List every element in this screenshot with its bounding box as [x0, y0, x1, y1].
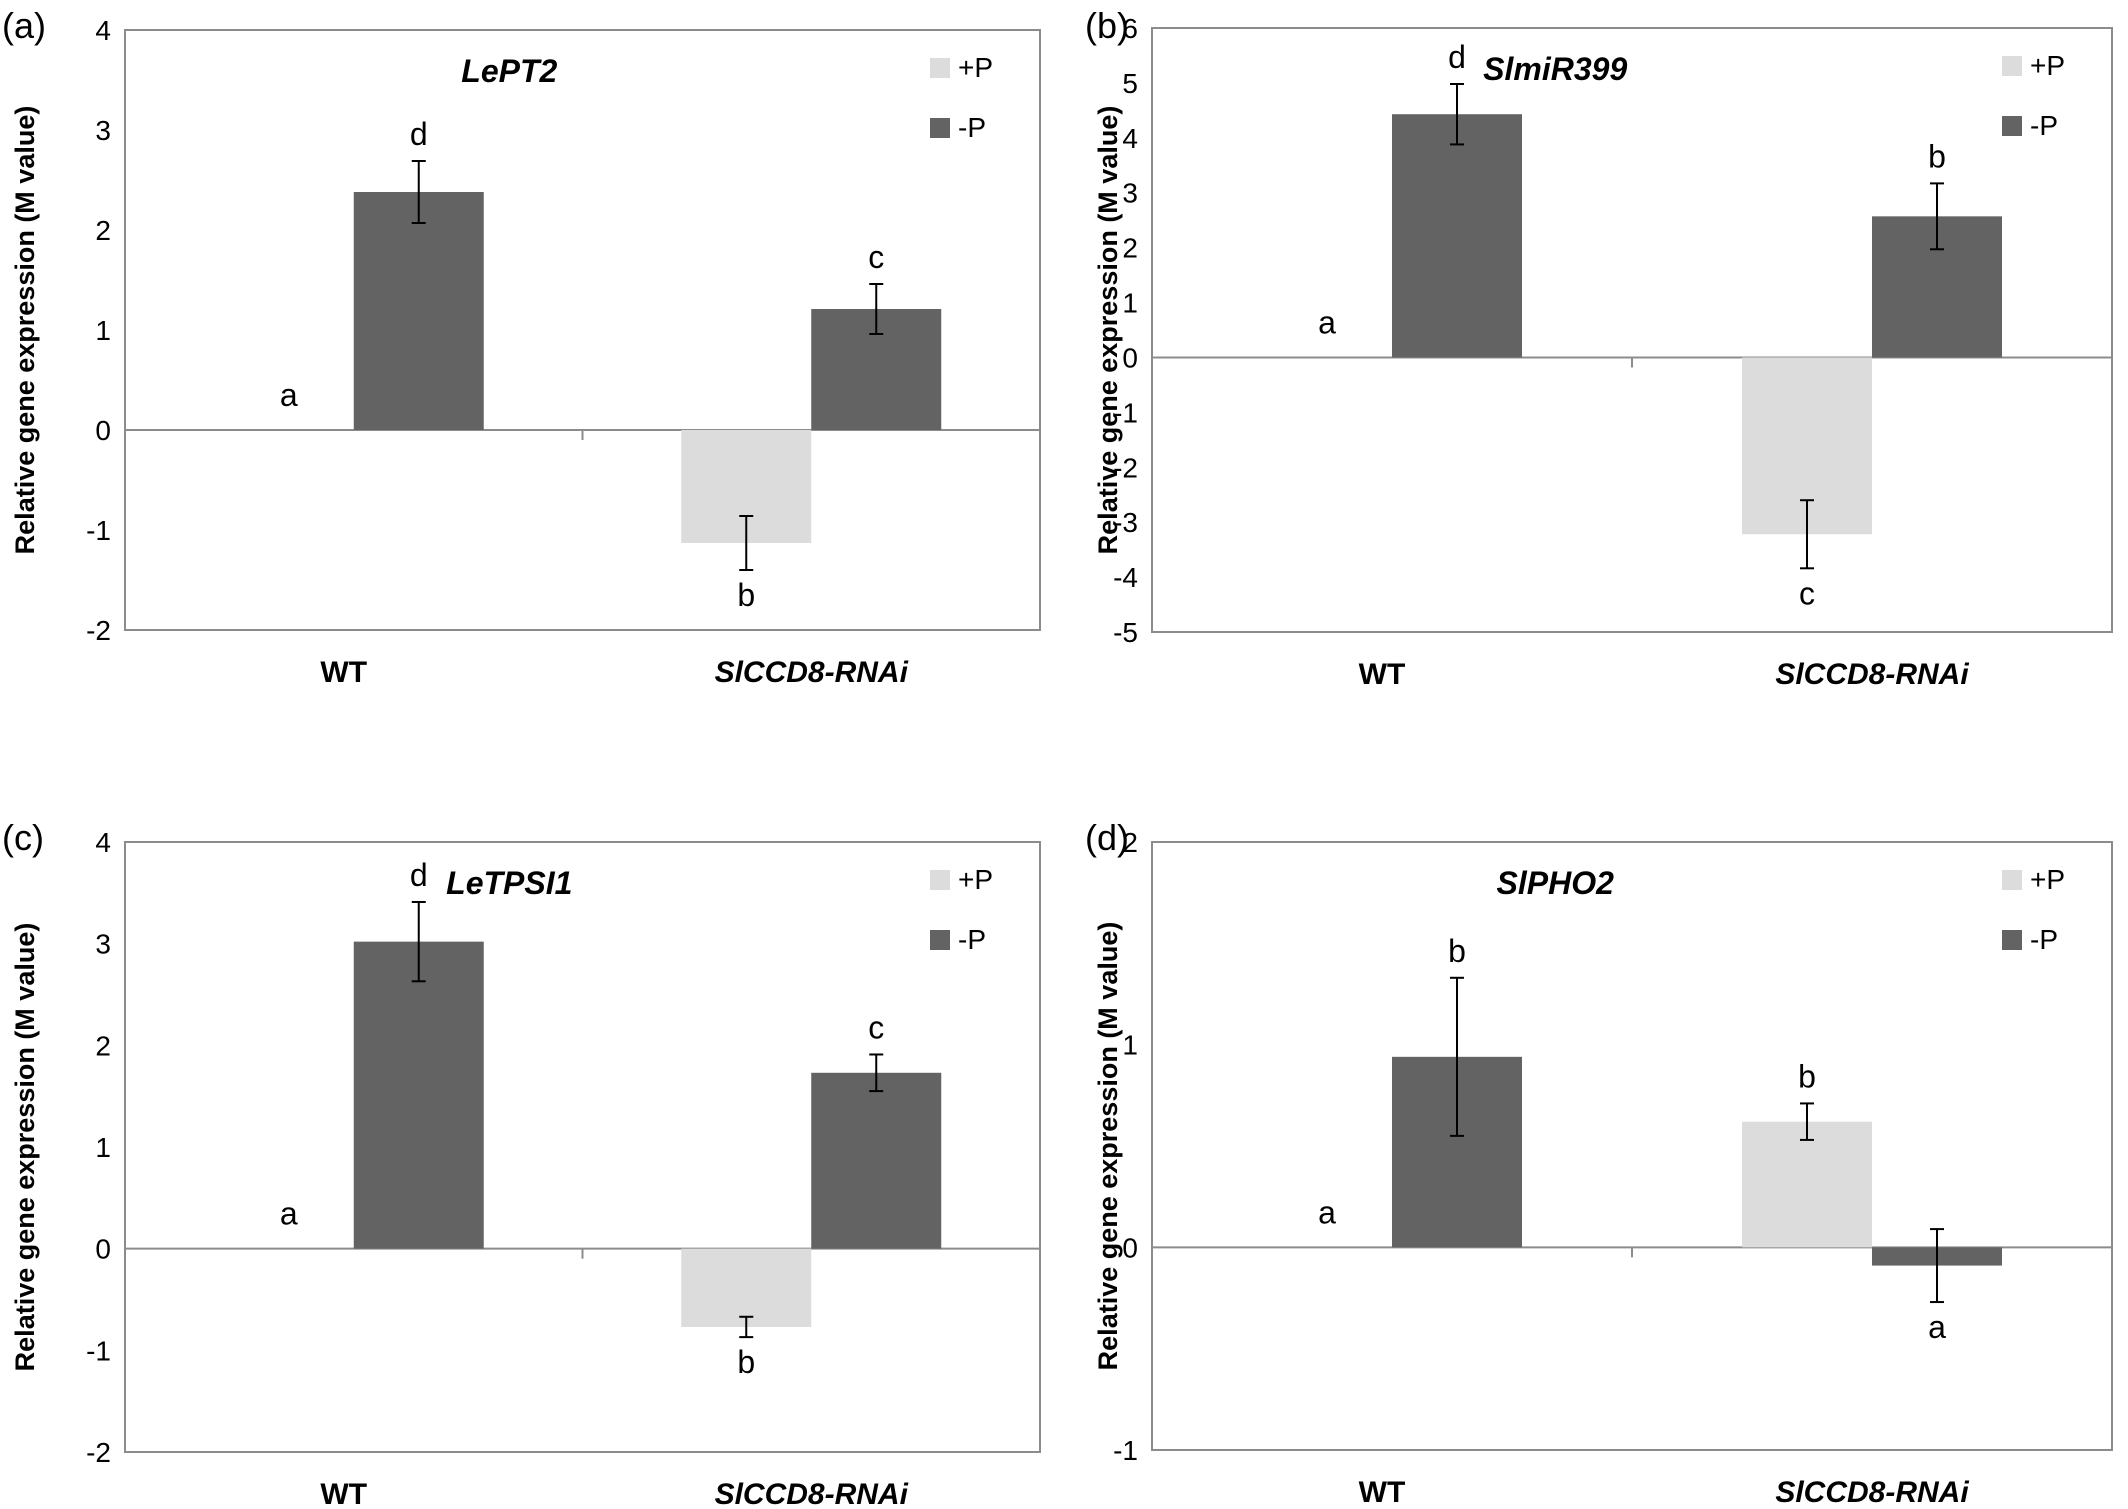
y-tick-label: 0 — [1122, 342, 1138, 373]
legend-label: -P — [2030, 110, 2058, 141]
y-tick-label: 3 — [95, 929, 111, 960]
y-tick-label: -1 — [86, 1335, 111, 1366]
y-tick-label: 2 — [95, 215, 111, 246]
legend-label: +P — [958, 52, 993, 83]
significance-letter: a — [1318, 304, 1336, 340]
bar — [353, 941, 484, 1249]
bar — [1392, 114, 1522, 358]
significance-letter: b — [1448, 933, 1466, 969]
x-category-label: WT — [1359, 658, 1406, 691]
y-tick-label: 3 — [1122, 178, 1138, 209]
y-tick-label: 1 — [1122, 1030, 1138, 1061]
y-tick-label: 0 — [95, 1234, 111, 1265]
legend-swatch — [2002, 930, 2022, 950]
bar — [681, 1248, 812, 1327]
significance-letter: a — [280, 1196, 298, 1232]
legend-label: -P — [958, 924, 986, 955]
y-tick-label: 4 — [95, 15, 111, 46]
x-category-label: SlCCD8-RNAi — [1775, 1476, 1969, 1509]
significance-letter: c — [868, 239, 884, 275]
y-tick-label: 0 — [95, 415, 111, 446]
y-tick-label: 1 — [1122, 288, 1138, 319]
y-tick-label: 1 — [95, 315, 111, 346]
y-tick-label: -5 — [1113, 617, 1138, 648]
y-axis-label: Relative gene expression (M value) — [10, 106, 40, 555]
y-tick-label: 0 — [1122, 1232, 1138, 1263]
y-tick-label: -2 — [86, 615, 111, 646]
legend-label: +P — [2030, 864, 2065, 895]
y-tick-label: -1 — [1113, 1435, 1138, 1466]
chart-panel-2: 6 5 4 3 2 1 0 -1 -2 -3 -4 -5 a d WT c b SlCCD8-RNAi SlmiR3… — [1085, 5, 2113, 691]
x-category-label: SlCCD8-RNAi — [715, 1478, 909, 1509]
legend-label: +P — [958, 864, 993, 895]
y-tick-label: 6 — [1122, 13, 1138, 44]
legend-label: +P — [2030, 50, 2065, 81]
y-tick-label: 2 — [1122, 827, 1138, 858]
significance-letter: b — [1928, 138, 1946, 174]
legend-label: -P — [2030, 924, 2058, 955]
legend-swatch — [930, 930, 950, 950]
chart-panel-1: 4 3 2 1 0 -1 -2 a d WT b c SlCCD8-RNAi LePT2 +P -P Relat… — [2, 5, 1041, 689]
significance-letter: a — [1318, 1194, 1336, 1230]
x-category-label: WT — [1359, 1476, 1406, 1509]
plot-area — [124, 29, 1041, 631]
panel-letter: (d) — [1085, 817, 1129, 858]
bar — [811, 1072, 942, 1249]
significance-letter: a — [280, 377, 298, 413]
legend-swatch — [930, 870, 950, 890]
significance-letter: d — [410, 857, 428, 893]
y-tick-label: 4 — [95, 827, 111, 858]
panel-letter: (c) — [2, 817, 44, 858]
y-tick-label: -3 — [1113, 507, 1138, 538]
significance-letter: b — [737, 577, 755, 613]
y-tick-label: 5 — [1122, 68, 1138, 99]
legend-swatch — [930, 58, 950, 78]
bar — [1742, 1121, 1872, 1248]
y-tick-label: -1 — [86, 515, 111, 546]
x-category-label: WT — [320, 1478, 367, 1509]
chart-panel-3: 4 3 2 1 0 -1 -2 a d WT b c SlCCD8-RNAi LeTPSI1 +P -P Rel… — [2, 817, 1041, 1509]
chart-title: LeTPSI1 — [446, 865, 572, 901]
y-axis-label: Relative gene expression (M value) — [10, 923, 40, 1372]
legend-swatch — [2002, 56, 2022, 76]
chart-panel-4: 2 1 0 -1 a b WT b a SlCCD8-RNAi SlPHO2 +P -P Relative… — [1085, 817, 2113, 1509]
y-tick-label: 3 — [95, 115, 111, 146]
chart-title: LePT2 — [461, 53, 557, 89]
legend-swatch — [2002, 870, 2022, 890]
x-category-label: WT — [320, 656, 367, 689]
significance-letter: d — [410, 116, 428, 152]
chart-title: SlPHO2 — [1497, 865, 1615, 901]
y-axis-label: Relative gene expression (M value) — [1093, 922, 1123, 1371]
legend-label: -P — [958, 112, 986, 143]
significance-letter: c — [868, 1009, 884, 1045]
plot-area — [1151, 841, 2113, 1451]
y-tick-label: 2 — [95, 1030, 111, 1061]
y-axis-label: Relative gene expression (M value) — [1093, 106, 1123, 555]
x-category-label: SlCCD8-RNAi — [1775, 658, 1969, 691]
legend-swatch — [930, 118, 950, 138]
panel-letter: (a) — [2, 5, 46, 46]
y-tick-label: -2 — [86, 1437, 111, 1468]
x-category-label: SlCCD8-RNAi — [715, 656, 909, 689]
y-tick-label: 1 — [95, 1132, 111, 1163]
y-tick-label: -1 — [1113, 397, 1138, 428]
plot-area — [1151, 27, 2113, 633]
y-tick-label: 2 — [1122, 233, 1138, 264]
significance-letter: a — [1928, 1309, 1946, 1345]
y-tick-label: -4 — [1113, 562, 1138, 593]
chart-title: SlmiR399 — [1483, 51, 1627, 87]
legend-swatch — [2002, 116, 2022, 136]
y-tick-label: 4 — [1122, 123, 1138, 154]
bar — [353, 192, 484, 430]
significance-letter: b — [737, 1344, 755, 1380]
y-tick-label: -2 — [1113, 452, 1138, 483]
significance-letter: b — [1798, 1058, 1816, 1094]
plot-area — [124, 841, 1041, 1453]
significance-letter: d — [1448, 39, 1466, 75]
panel-letter: (b) — [1085, 5, 1129, 46]
significance-letter: c — [1799, 575, 1815, 611]
